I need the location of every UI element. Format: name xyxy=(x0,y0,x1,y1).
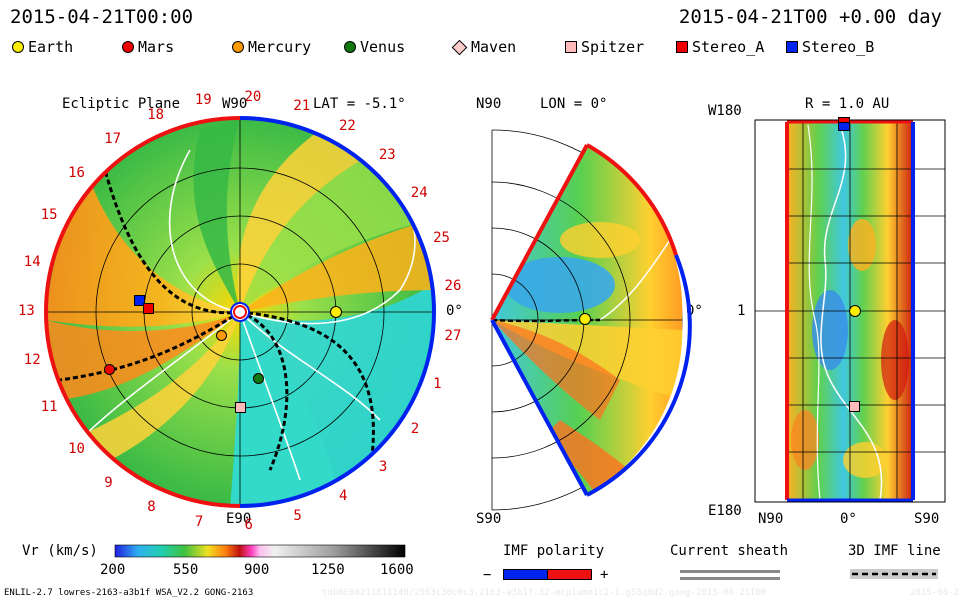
radial-w180-label: W180 xyxy=(708,103,742,119)
venus-marker-icon xyxy=(253,373,264,384)
colorbar-tick-1250: 1250 xyxy=(311,562,345,578)
meridional-n90-label: N90 xyxy=(476,96,502,112)
footer-run-id: tdb0E04211811140/2563c30c0c3.2163-a3b1f.… xyxy=(322,588,767,598)
current-sheath-line-bottom xyxy=(680,577,780,580)
rotation-label: 9 xyxy=(104,474,113,491)
rotation-label: 1 xyxy=(433,376,442,393)
rotation-label: 4 xyxy=(339,488,348,505)
spitzer-marker-icon xyxy=(565,41,577,53)
stereo-b-marker-icon xyxy=(786,41,798,53)
rotation-label: 10 xyxy=(68,440,85,457)
meridional-s90-label: S90 xyxy=(476,511,502,527)
rotation-label: 12 xyxy=(23,352,41,369)
ecliptic-zero-label: 0° xyxy=(446,303,463,319)
legend-item-mars: Mars xyxy=(122,38,174,56)
rotation-label: 13 xyxy=(18,303,35,319)
earth-marker-icon xyxy=(12,41,24,53)
meridional-lon-label: LON = 0° xyxy=(540,96,608,112)
timestamp: 2015-04-21T00:00 xyxy=(10,6,194,28)
mercury-marker-icon xyxy=(232,41,244,53)
rotation-label: 8 xyxy=(147,499,156,516)
radial-r-label: R = 1.0 AU xyxy=(805,96,890,112)
ecliptic-w90-label: W90 xyxy=(222,96,248,112)
stereo-a-marker-icon xyxy=(143,303,154,314)
radial-spitzer-marker-icon xyxy=(849,401,860,412)
current-sheath-line-top xyxy=(680,570,780,573)
rotation-label: 15 xyxy=(40,206,58,223)
footer-date: 2015-04-21 xyxy=(910,588,960,598)
legend-item-mercury: Mercury xyxy=(232,38,311,56)
legend-item-earth: Earth xyxy=(12,38,73,56)
colorbar-label: Vr (km/s) xyxy=(22,543,98,559)
rotation-label: 16 xyxy=(68,165,85,182)
radial-e180-label: E180 xyxy=(708,503,742,519)
venus-marker-icon xyxy=(344,41,356,53)
rotation-label: 7 xyxy=(194,513,204,530)
model-time: 2015-04-21T00 +0.00 day xyxy=(678,6,942,28)
rotation-label: 6 xyxy=(244,516,253,533)
legend-item-spitzer: Spitzer xyxy=(565,38,644,56)
imf-polarity-plus: + xyxy=(600,567,609,583)
legend-item-venus: Venus xyxy=(344,38,405,56)
legend-item-stereo-a: Stereo_A xyxy=(676,38,764,56)
legend-item-stereo-b: Stereo_B xyxy=(786,38,874,56)
imf-positive-swatch xyxy=(547,569,592,580)
ecliptic-lat-label: LAT = -5.1° xyxy=(313,96,406,112)
imf-line-label: 3D IMF line xyxy=(848,543,941,559)
radial-mid-label: 1 xyxy=(737,303,746,319)
meridional-earth-marker-icon xyxy=(579,313,591,325)
rotation-label: 26 xyxy=(444,278,462,295)
rotation-label: 25 xyxy=(433,229,450,246)
rotation-label: 17 xyxy=(104,131,122,148)
rotation-label: 20 xyxy=(244,89,262,106)
radial-x-n90: N90 xyxy=(758,511,784,527)
rotation-label: 5 xyxy=(293,508,302,524)
rotation-label: 11 xyxy=(40,399,58,416)
colorbar-tick-200: 200 xyxy=(100,562,126,578)
radial-x-s90: S90 xyxy=(914,511,940,527)
ecliptic-e90-label: E90 xyxy=(226,511,252,527)
rotation-label: 3 xyxy=(378,458,388,475)
rotation-label: 23 xyxy=(378,147,396,164)
radial-earth-marker-icon xyxy=(849,305,861,317)
stereo-b-marker-icon xyxy=(134,295,145,306)
colorbar-tick-1600: 1600 xyxy=(380,562,414,578)
imf-polarity-minus: − xyxy=(483,567,492,583)
rotation-label: 24 xyxy=(410,185,428,202)
rotation-label: 18 xyxy=(147,106,165,123)
imf-polarity-label: IMF polarity xyxy=(503,543,605,559)
rotation-label: 21 xyxy=(293,97,311,114)
stereo-a-marker-icon xyxy=(676,41,688,53)
legend-item-maven: Maven xyxy=(451,38,516,56)
earth-marker-icon xyxy=(330,306,342,318)
radial-stereo-b-marker-icon xyxy=(838,122,850,131)
footer-model-info: ENLIL-2.7 lowres-2163-a3b1f WSA_V2.2 GON… xyxy=(4,588,254,598)
colorbar-tick-550: 550 xyxy=(173,562,199,578)
current-sheath-label: Current sheath xyxy=(670,543,789,559)
spitzer-marker-icon xyxy=(235,402,246,413)
colorbar-tick-900: 900 xyxy=(244,562,270,578)
rotation-label: 22 xyxy=(339,117,356,134)
rotation-label: 19 xyxy=(194,92,212,109)
rotation-label: 14 xyxy=(23,253,41,270)
ecliptic-title: Ecliptic Plane xyxy=(62,96,181,112)
mars-marker-icon xyxy=(122,41,134,53)
mercury-marker-icon xyxy=(216,330,227,341)
radial-x-zero: 0° xyxy=(840,511,857,527)
rotation-label: 27 xyxy=(444,327,462,344)
rotation-label: 2 xyxy=(410,420,420,437)
